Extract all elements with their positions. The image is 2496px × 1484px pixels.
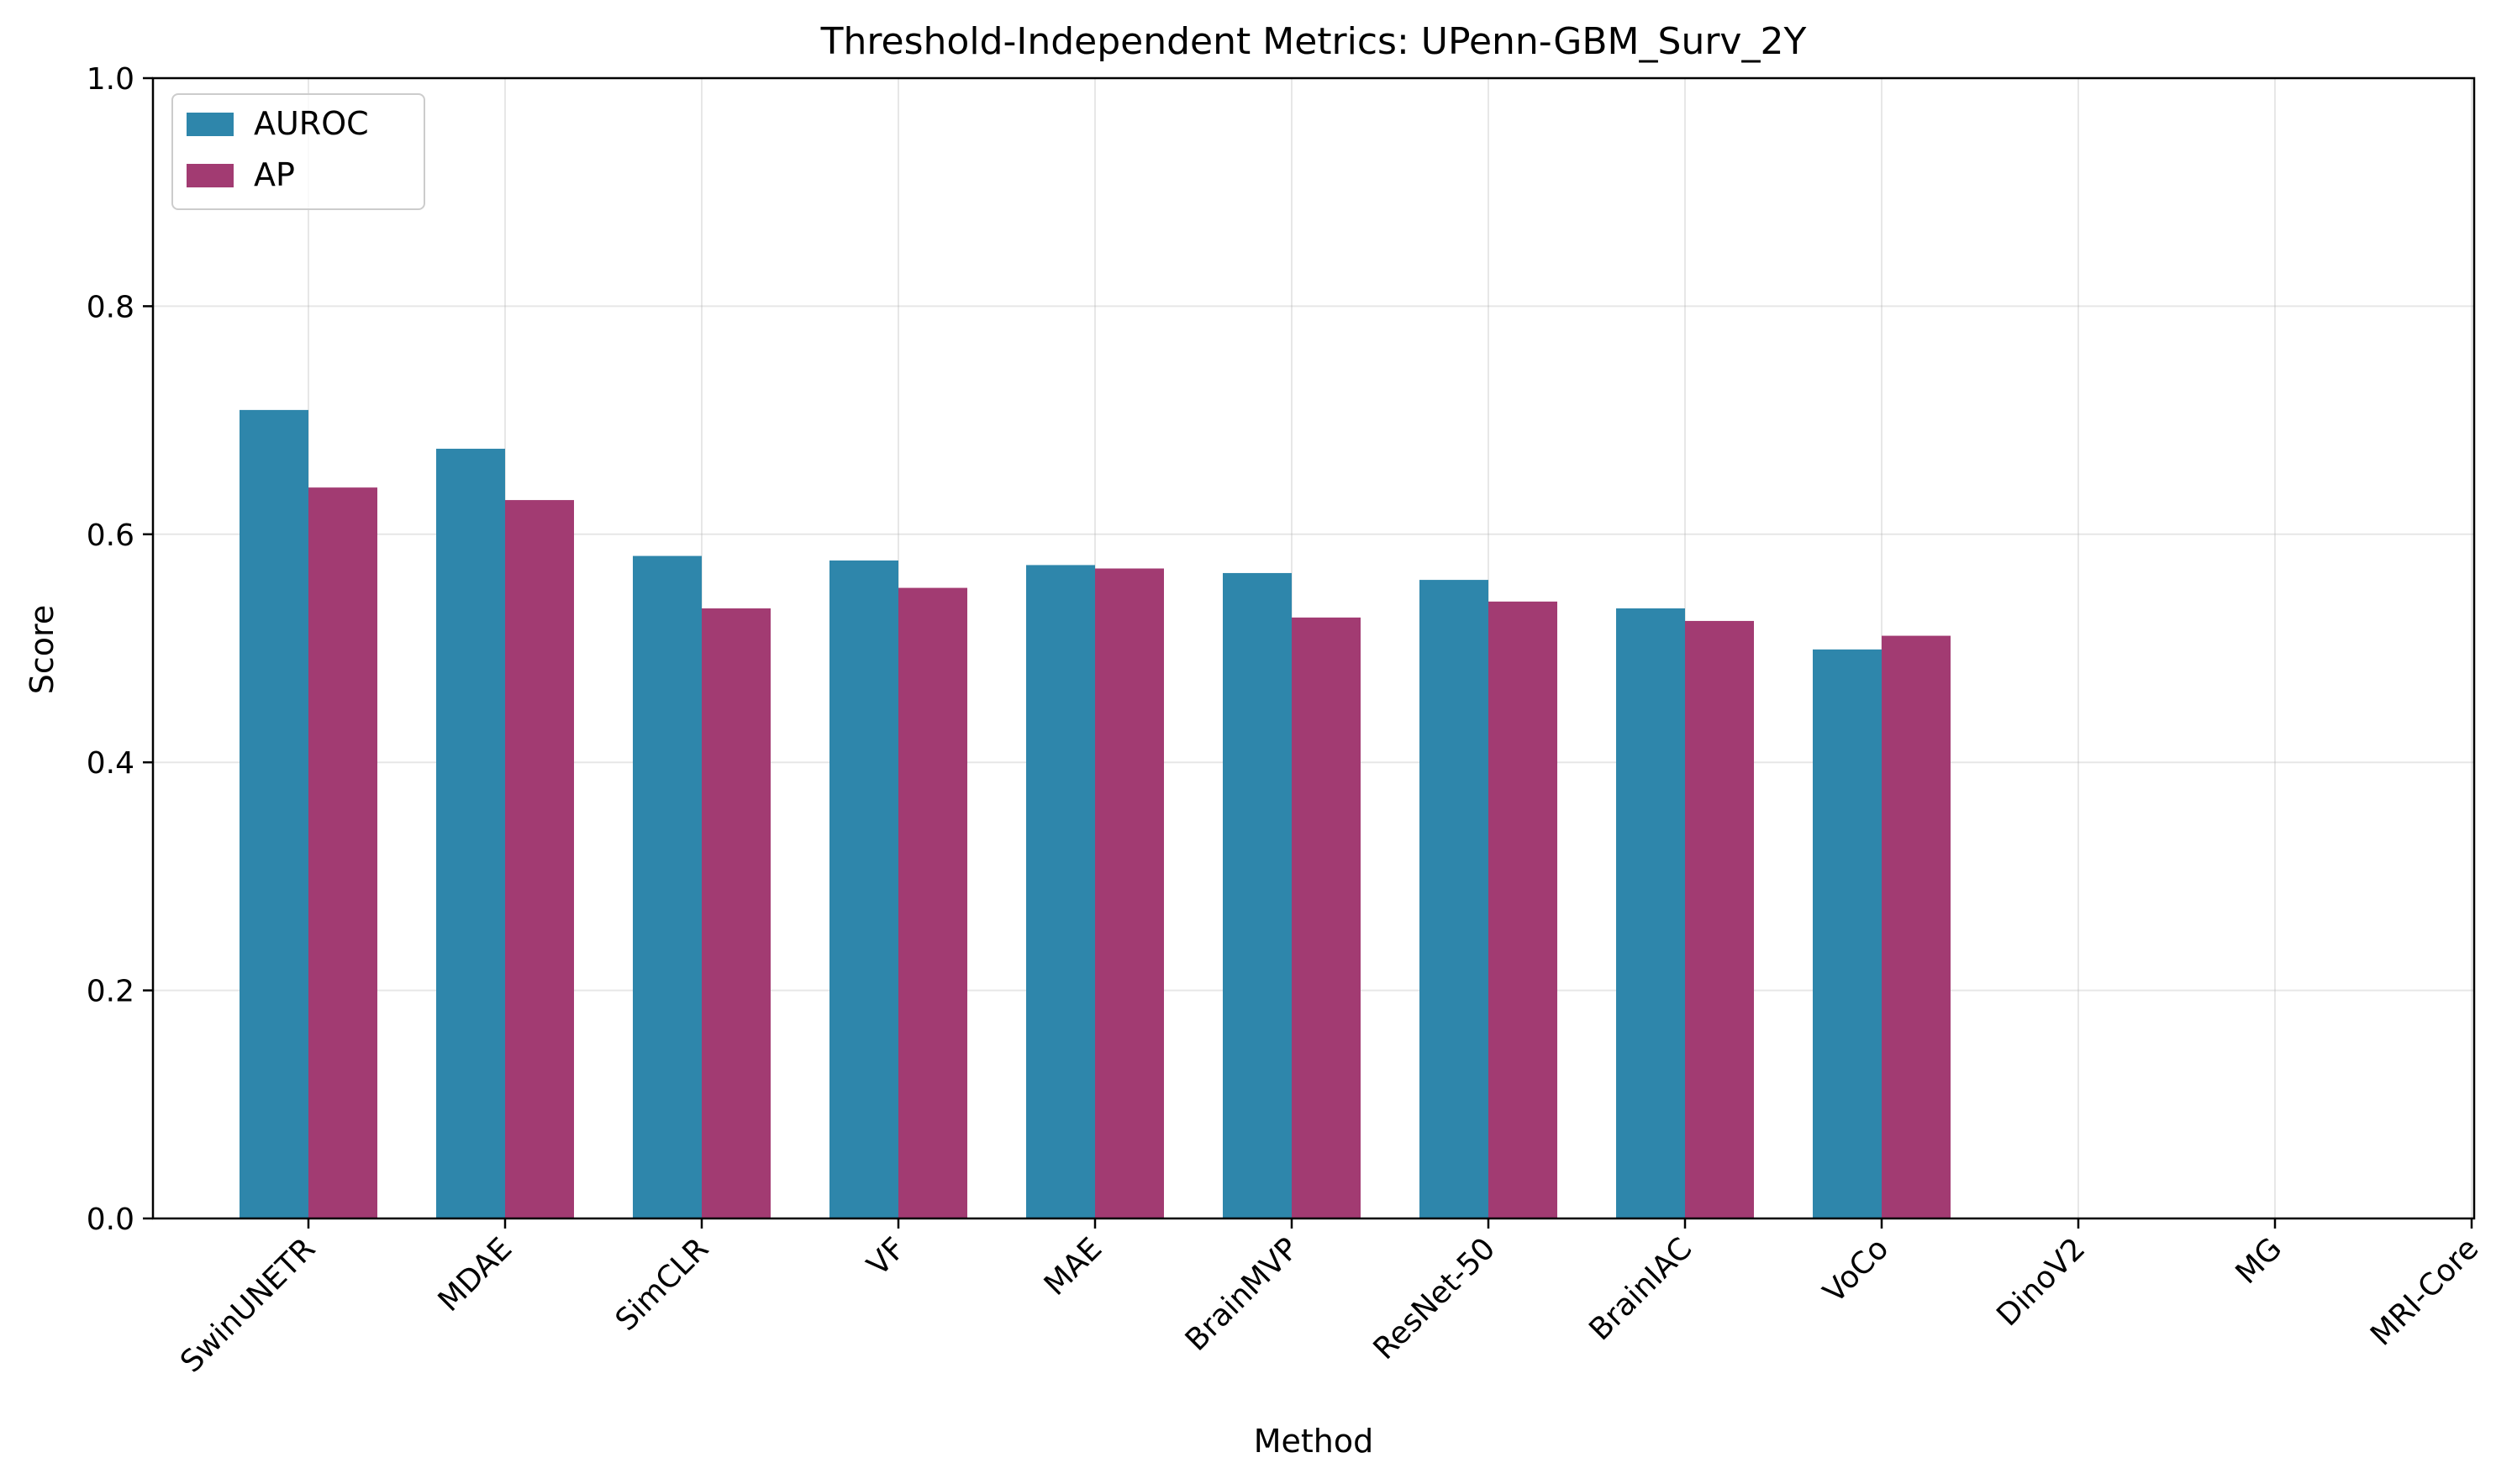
chart-title: Threshold-Independent Metrics: UPenn-GBM… [820, 20, 1807, 63]
bar-ap-voco [1882, 635, 1951, 1218]
legend-box [171, 93, 425, 210]
bar-auroc-brainmvp [1223, 572, 1292, 1218]
bar-ap-mdae [505, 500, 574, 1218]
bar-ap-swinunetr [308, 487, 377, 1218]
legend: AUROC AP [171, 93, 425, 210]
bar-auroc-mdae [436, 449, 505, 1218]
legend-swatch-auroc [187, 113, 234, 136]
bar-auroc-vf [829, 560, 898, 1218]
bar-auroc-resnet-50 [1419, 580, 1488, 1218]
y-tick-label: 0.4 [87, 746, 134, 781]
x-axis-label: Method [1254, 1423, 1374, 1460]
legend-label-ap: AP [254, 156, 295, 193]
axes [151, 76, 2476, 1220]
y-tick-label: 0.6 [87, 518, 134, 553]
bar-auroc-brainiac [1616, 608, 1685, 1218]
bar-auroc-voco [1813, 649, 1882, 1218]
bar-ap-brainmvp [1292, 617, 1361, 1218]
legend-swatch-ap [187, 164, 234, 187]
bar-ap-brainiac [1685, 620, 1754, 1218]
bar-ap-resnet-50 [1488, 601, 1557, 1218]
bar-ap-mae [1095, 568, 1164, 1218]
bar-auroc-swinunetr [240, 409, 308, 1219]
legend-label-auroc: AUROC [254, 105, 369, 142]
bar-ap-vf [898, 587, 967, 1218]
bars [240, 409, 1951, 1219]
y-tick-label: 1.0 [87, 62, 134, 97]
y-axis-label: Score [24, 605, 61, 694]
y-tick-label: 0.0 [87, 1202, 134, 1237]
bar-auroc-mae [1026, 565, 1095, 1218]
bar-ap-simclr [702, 608, 771, 1218]
y-tick-label: 0.8 [87, 290, 134, 324]
bar-auroc-simclr [633, 555, 702, 1218]
y-tick-label: 0.2 [87, 975, 134, 1009]
plot-frame [151, 76, 2476, 1220]
